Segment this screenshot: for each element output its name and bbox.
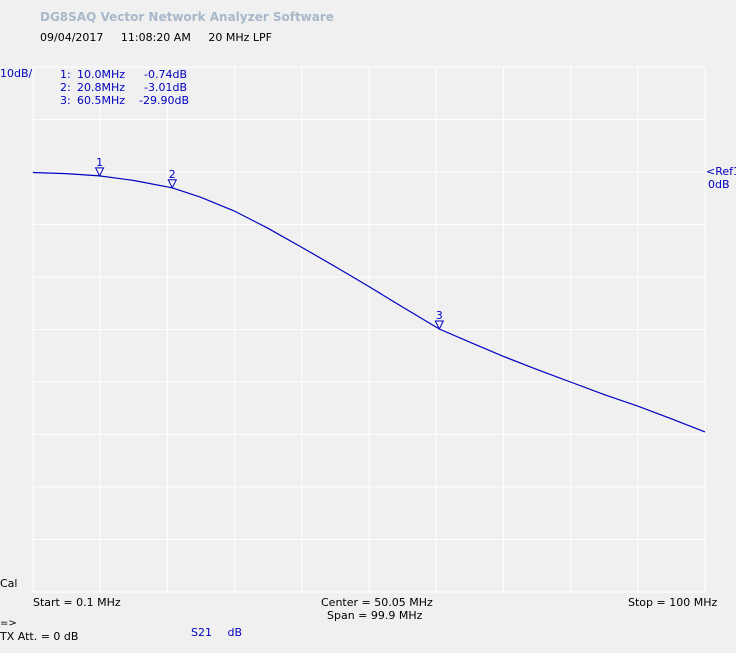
trace-marker-2: 2 xyxy=(167,168,178,189)
marker-triangle-icon xyxy=(167,179,178,189)
center-frequency: Center = 50.05 MHz xyxy=(321,596,433,609)
marker-frequency: 20.8MHz xyxy=(77,81,126,94)
status-arrow: => xyxy=(0,618,17,629)
s21-trace-line xyxy=(32,171,706,433)
stop-frequency: Stop = 100 MHz xyxy=(628,596,718,609)
date-text: 09/04/2017 xyxy=(40,31,104,44)
scale-label: 10dB/ xyxy=(0,67,33,80)
trace-legend: S21 dB xyxy=(191,626,254,639)
time-text: 11:08:20 AM xyxy=(120,31,191,44)
measurement-label: 20 MHz LPF xyxy=(208,31,272,44)
marker-index: 3: xyxy=(60,94,71,107)
marker-value: -3.01dB xyxy=(144,81,187,94)
marker-index: 2: xyxy=(60,81,71,94)
marker-index: 1: xyxy=(60,68,71,81)
marker-row-2: 2: 20.8MHz -3.01dB xyxy=(0,81,200,94)
trace-unit: dB xyxy=(227,626,243,639)
app-title: DG8SAQ Vector Network Analyzer Software xyxy=(40,10,334,24)
plot-grid xyxy=(32,66,706,593)
reference-name: <Ref1 xyxy=(706,165,736,178)
marker-triangle-icon xyxy=(434,320,445,331)
marker-frequency: 60.5MHz xyxy=(77,94,126,107)
tx-attenuation: TX Att. = 0 dB xyxy=(0,630,79,643)
marker-number-label: 2 xyxy=(169,168,176,181)
trace-marker-3: 3 xyxy=(434,309,445,331)
marker-value: -29.90dB xyxy=(139,94,189,107)
trace-name: S21 xyxy=(191,626,212,639)
marker-triangle-icon xyxy=(94,167,105,178)
span-frequency: Span = 99.9 MHz xyxy=(327,609,423,622)
marker-row-1: 1: 10.0MHz -0.74dB xyxy=(0,68,200,81)
start-frequency: Start = 0.1 MHz xyxy=(33,596,121,609)
marker-value: -0.74dB xyxy=(144,68,187,81)
marker-number-label: 3 xyxy=(436,309,443,322)
reference-label: <Ref1 0dB xyxy=(706,165,736,191)
cal-label: Cal xyxy=(0,577,18,590)
marker-layer: 1 2 3 xyxy=(94,156,445,331)
reference-value: 0dB xyxy=(708,178,730,191)
marker-number-label: 1 xyxy=(96,156,103,169)
marker-row-3: 3: 60.5MHz -29.90dB xyxy=(0,94,200,107)
measurement-info: 09/04/2017 11:08:20 AM 20 MHz LPF xyxy=(40,31,286,44)
marker-frequency: 10.0MHz xyxy=(77,68,126,81)
trace-marker-1: 1 xyxy=(94,156,105,178)
